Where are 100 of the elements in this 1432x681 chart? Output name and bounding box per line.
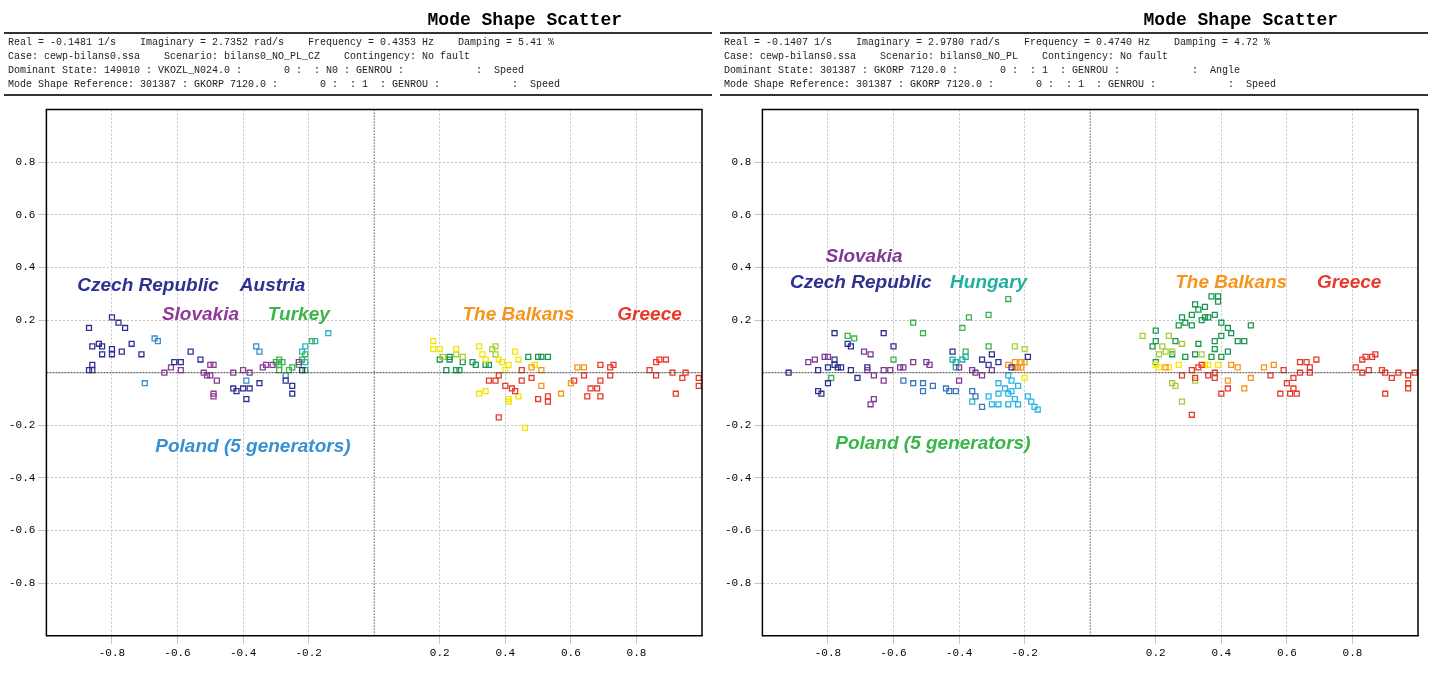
point bbox=[1182, 319, 1189, 326]
x-tick-label: -0.8 bbox=[98, 647, 126, 660]
point bbox=[1296, 359, 1304, 366]
point bbox=[430, 345, 437, 353]
point bbox=[1198, 316, 1205, 324]
point bbox=[607, 372, 614, 379]
point bbox=[926, 361, 933, 368]
point bbox=[161, 369, 168, 376]
point bbox=[108, 351, 116, 358]
point bbox=[108, 314, 116, 321]
x-tick-label: -0.2 bbox=[1011, 647, 1038, 660]
point bbox=[890, 343, 897, 350]
point bbox=[929, 382, 936, 389]
point bbox=[844, 332, 851, 339]
point bbox=[243, 395, 250, 403]
chart-title: Mode Shape Scatter bbox=[720, 8, 1428, 34]
y-tick-label: -0.6 bbox=[9, 524, 36, 537]
point bbox=[1149, 343, 1156, 350]
point bbox=[972, 369, 979, 376]
point bbox=[298, 348, 306, 355]
point bbox=[544, 353, 552, 361]
point bbox=[867, 401, 874, 408]
point bbox=[1011, 359, 1018, 366]
point bbox=[1267, 372, 1274, 379]
point bbox=[1218, 390, 1225, 397]
point bbox=[959, 356, 966, 363]
point bbox=[302, 366, 309, 374]
point bbox=[446, 353, 453, 361]
point bbox=[508, 385, 515, 392]
point bbox=[870, 372, 877, 379]
point bbox=[1005, 372, 1012, 379]
y-tick-label: 0.6 bbox=[15, 208, 36, 221]
point bbox=[557, 390, 565, 397]
point bbox=[246, 385, 253, 392]
point bbox=[1228, 361, 1235, 368]
point bbox=[988, 351, 995, 358]
point bbox=[1005, 390, 1012, 397]
point bbox=[1014, 364, 1022, 371]
point bbox=[847, 366, 855, 374]
point bbox=[1028, 398, 1035, 405]
point bbox=[1172, 338, 1179, 345]
point bbox=[652, 359, 660, 366]
point bbox=[1224, 324, 1231, 332]
point bbox=[785, 369, 792, 376]
point bbox=[662, 356, 670, 363]
point bbox=[99, 343, 106, 350]
point bbox=[1234, 364, 1241, 371]
point bbox=[1178, 398, 1186, 405]
x-tick-label: 0.2 bbox=[1145, 647, 1166, 660]
annotation: Greece bbox=[617, 303, 683, 325]
point bbox=[1139, 332, 1146, 339]
point bbox=[962, 348, 969, 355]
point bbox=[896, 364, 904, 371]
annotation: Hungary bbox=[950, 271, 1029, 293]
point bbox=[1208, 353, 1215, 361]
point bbox=[880, 330, 887, 337]
point bbox=[1014, 401, 1022, 408]
point bbox=[952, 387, 959, 395]
point bbox=[1152, 327, 1159, 334]
point bbox=[502, 366, 509, 374]
point bbox=[121, 324, 129, 332]
point bbox=[256, 348, 263, 355]
point bbox=[99, 351, 106, 358]
point bbox=[985, 393, 992, 400]
point bbox=[818, 390, 825, 397]
point bbox=[995, 390, 1002, 397]
point bbox=[1201, 303, 1209, 311]
point bbox=[1224, 385, 1231, 392]
point bbox=[1178, 372, 1186, 379]
y-tick-label: 0.8 bbox=[731, 156, 752, 169]
point bbox=[815, 387, 822, 395]
point bbox=[177, 359, 184, 366]
point bbox=[282, 372, 289, 379]
point bbox=[1155, 351, 1163, 358]
point bbox=[495, 372, 502, 379]
point bbox=[900, 377, 907, 384]
y-tick-label: 0.8 bbox=[15, 156, 36, 169]
point bbox=[1021, 359, 1028, 366]
chart-subtitle: Real = -0.1481 1/s Imaginary = 2.7352 rad/s Frequency = 0.4353 Hz Damping = 5.41 % Case: cewp-bilans0.ssa Scenario: bilans0_NO_PL_CZ Contingency: No fault Dominant State: 149010 : VKOZL_N024.0 : 0 : : N0 : GENROU : : Speed Mode Shape Reference: 301387 : GKORP 7120.0 : 0 : : 1 : GENROU : : Speed bbox=[4, 34, 712, 96]
point bbox=[946, 387, 953, 395]
point bbox=[587, 385, 594, 392]
point bbox=[1018, 359, 1025, 366]
point bbox=[538, 382, 545, 389]
point bbox=[430, 338, 437, 345]
point bbox=[525, 353, 532, 361]
point bbox=[1169, 380, 1176, 387]
point bbox=[312, 338, 319, 345]
point bbox=[923, 359, 930, 366]
point bbox=[815, 366, 822, 374]
point bbox=[695, 374, 702, 382]
point bbox=[695, 382, 702, 389]
point bbox=[593, 385, 601, 392]
point bbox=[512, 348, 519, 355]
point bbox=[952, 364, 959, 371]
point bbox=[482, 361, 489, 368]
point bbox=[85, 366, 93, 374]
point bbox=[860, 348, 868, 355]
point bbox=[942, 385, 950, 392]
point bbox=[985, 311, 992, 318]
point bbox=[1306, 364, 1313, 371]
